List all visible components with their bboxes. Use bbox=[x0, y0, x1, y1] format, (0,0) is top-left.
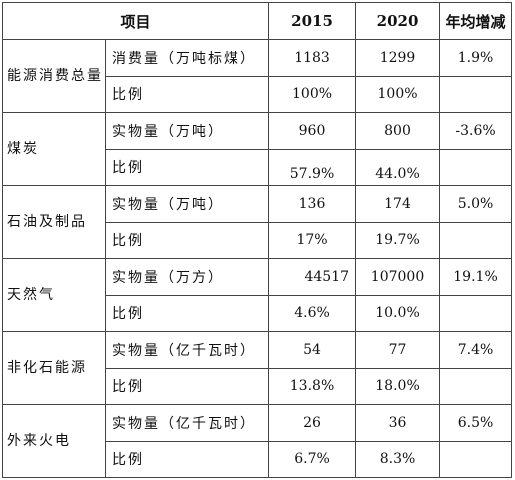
value-2015-cell: 960 bbox=[268, 112, 357, 150]
avg-change-cell bbox=[439, 221, 513, 259]
header-2015: 2015 bbox=[268, 2, 357, 40]
category-cell: 天然气 bbox=[2, 258, 106, 332]
avg-change-cell bbox=[439, 367, 513, 405]
avg-change-cell: 1.9% bbox=[439, 39, 513, 77]
value-2020-cell: 77 bbox=[355, 331, 441, 369]
avg-change-cell: 7.4% bbox=[439, 331, 513, 369]
item-cell: 比例 bbox=[104, 148, 270, 186]
table-row: 比例 57.9% 44.0% bbox=[3, 148, 513, 186]
item-cell: 实物量（万方） bbox=[104, 258, 270, 296]
value-2015-cell: 4.6% bbox=[268, 294, 357, 332]
avg-change-cell: 6.5% bbox=[439, 404, 513, 442]
item-cell: 实物量（万吨） bbox=[104, 185, 270, 223]
value-2015-cell: 54 bbox=[268, 331, 357, 369]
avg-change-cell bbox=[439, 294, 513, 332]
item-cell: 实物量（万吨） bbox=[104, 112, 270, 150]
header-avg-change: 年均增减 bbox=[439, 2, 513, 40]
value-2020-cell: 44.0% bbox=[355, 148, 441, 186]
avg-change-cell: 19.1% bbox=[439, 258, 513, 296]
value-2020-cell: 1299 bbox=[355, 39, 441, 77]
item-cell: 比例 bbox=[104, 221, 270, 259]
avg-change-cell: -3.6% bbox=[439, 112, 513, 150]
value-2020-cell: 36 bbox=[355, 404, 441, 442]
avg-change-cell bbox=[439, 440, 513, 478]
item-cell: 实物量（亿千瓦时） bbox=[104, 331, 270, 369]
value-2015-cell: 6.7% bbox=[268, 440, 357, 478]
table-row: 煤炭 实物量（万吨） 960 800 -3.6% bbox=[2, 112, 513, 186]
table-row: 天然气 实物量（万方） 44517 107000 19.1% bbox=[2, 258, 513, 332]
category-cell: 外来火电 bbox=[2, 404, 106, 478]
table-row: 外来火电 实物量（亿千瓦时） 26 36 6.5% bbox=[2, 404, 513, 478]
item-cell: 比例 bbox=[104, 75, 270, 113]
value-2015-cell: 26 bbox=[268, 404, 357, 442]
value-2015-cell: 1183 bbox=[268, 39, 357, 77]
category-cell: 石油及制品 bbox=[2, 185, 106, 259]
table-row: 石油及制品 实物量（万吨） 136 174 5.0% bbox=[2, 185, 513, 259]
table-row: 比例 4.6% 10.0% bbox=[3, 294, 513, 332]
table-row: 比例 100% 100% bbox=[3, 75, 513, 113]
value-2020-cell: 107000 bbox=[355, 258, 441, 296]
avg-change-cell bbox=[439, 75, 513, 113]
item-cell: 消费量（万吨标煤） bbox=[104, 39, 270, 77]
avg-change-cell: 5.0% bbox=[439, 185, 513, 223]
item-cell: 实物量（亿千瓦时） bbox=[104, 404, 270, 442]
category-cell: 煤炭 bbox=[2, 112, 106, 186]
value-2020-cell: 8.3% bbox=[355, 440, 441, 478]
header-row: 项目 2015 2020 年均增减 bbox=[1, 2, 513, 40]
table-row: 比例 6.7% 8.3% bbox=[3, 440, 513, 478]
value-2015-cell: 44517 bbox=[268, 258, 357, 296]
value-2015-cell: 57.9% bbox=[268, 148, 357, 186]
table-row: 能源消费总量 消费量（万吨标煤） 1183 1299 1.9% bbox=[2, 39, 513, 113]
header-item: 项目 bbox=[1, 2, 270, 40]
value-2020-cell: 19.7% bbox=[355, 221, 441, 259]
value-2015-cell: 13.8% bbox=[268, 367, 357, 405]
category-cell: 能源消费总量 bbox=[2, 39, 106, 113]
table-row: 非化石能源 实物量（亿千瓦时） 54 77 7.4% bbox=[2, 331, 513, 405]
item-cell: 比例 bbox=[104, 367, 270, 405]
header-2020: 2020 bbox=[355, 2, 441, 40]
item-cell: 比例 bbox=[104, 440, 270, 478]
table-row: 比例 17% 19.7% bbox=[3, 221, 513, 259]
category-cell: 非化石能源 bbox=[2, 331, 106, 405]
value-2020-cell: 100% bbox=[355, 75, 441, 113]
table-row: 比例 13.8% 18.0% bbox=[3, 367, 513, 405]
value-2015-cell: 136 bbox=[268, 185, 357, 223]
item-cell: 比例 bbox=[104, 294, 270, 332]
value-2020-cell: 174 bbox=[355, 185, 441, 223]
value-2015-cell: 17% bbox=[268, 221, 357, 259]
value-2015-cell: 100% bbox=[268, 75, 357, 113]
avg-change-cell bbox=[439, 148, 513, 186]
value-2020-cell: 18.0% bbox=[355, 367, 441, 405]
value-2020-cell: 800 bbox=[355, 112, 441, 150]
value-2020-cell: 10.0% bbox=[355, 294, 441, 332]
